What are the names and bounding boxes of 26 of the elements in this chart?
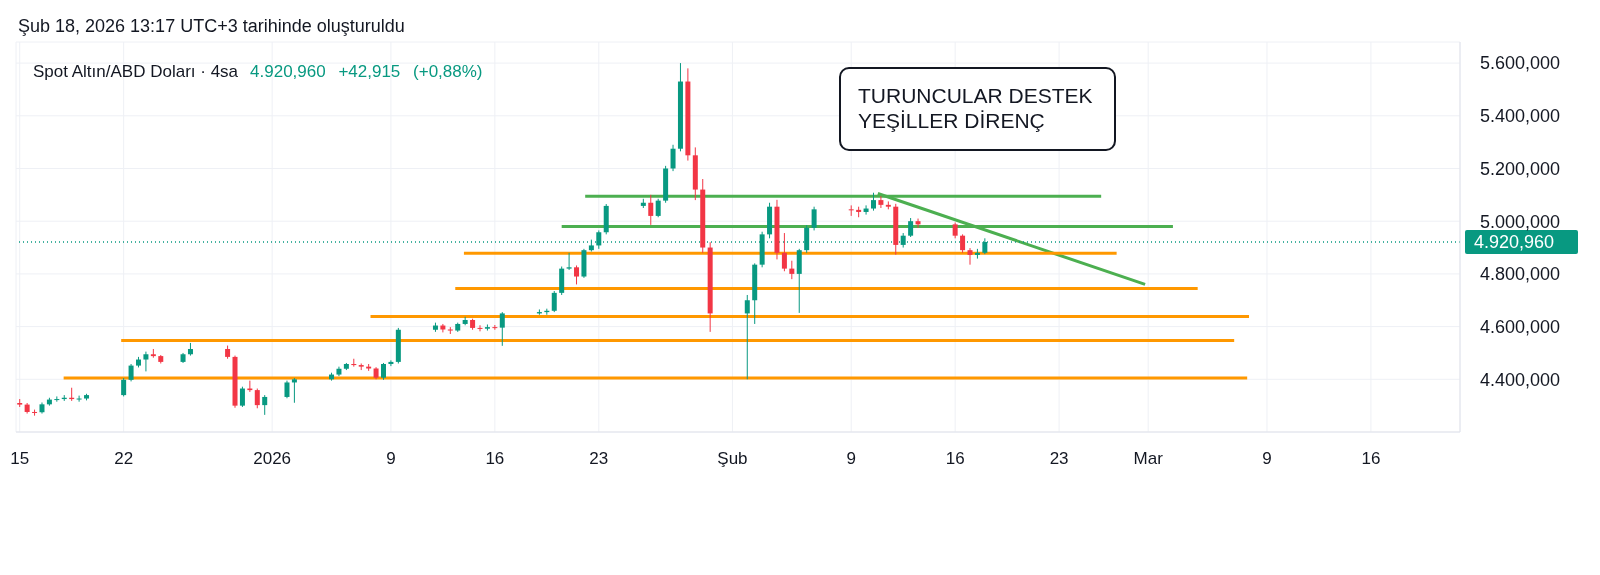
y-tick-label: 5.600,000	[1480, 53, 1561, 74]
x-tick-label: 9	[386, 449, 396, 469]
x-tick-label: 16	[945, 449, 965, 469]
x-tick-label: 9	[1262, 449, 1272, 469]
annotation: TURUNCULAR DESTEK YEŞİLLER DİRENÇ	[858, 83, 1094, 133]
y-tick-label: 5.000,000	[1480, 211, 1561, 232]
callout-box: TURUNCULAR DESTEK YEŞİLLER DİRENÇ	[839, 67, 1116, 151]
x-tick-label: 23	[1049, 449, 1069, 469]
x-tick-label: 9	[846, 449, 856, 469]
y-tick-label: 4.600,000	[1480, 316, 1561, 337]
y-tick-label: 5.400,000	[1480, 106, 1561, 127]
text: Spot Altın/ABD Doları · 4sa	[33, 62, 239, 82]
text: 4.920,960 +42,915 (+0,88%)	[250, 62, 483, 82]
x-tick-label: 15	[10, 449, 30, 469]
x-tick-label: Mar	[1133, 449, 1164, 469]
x-tick-label: Şub	[717, 449, 748, 469]
x-tick-label: 22	[114, 449, 134, 469]
y-tick-label: 4.800,000	[1480, 264, 1561, 285]
y-tick-label: 4.400,000	[1480, 369, 1561, 390]
x-tick-label: 23	[589, 449, 609, 469]
text: Şub 18, 2026 13:17 UTC+3 tarihinde oluşturuldu	[18, 16, 405, 37]
x-tick-label: 2026	[253, 449, 292, 469]
x-tick-label: 16	[485, 449, 505, 469]
ref-line-label: 4.920,960	[1474, 232, 1555, 253]
x-tick-label: 16	[1361, 449, 1381, 469]
y-tick-label: 5.200,000	[1480, 158, 1561, 179]
